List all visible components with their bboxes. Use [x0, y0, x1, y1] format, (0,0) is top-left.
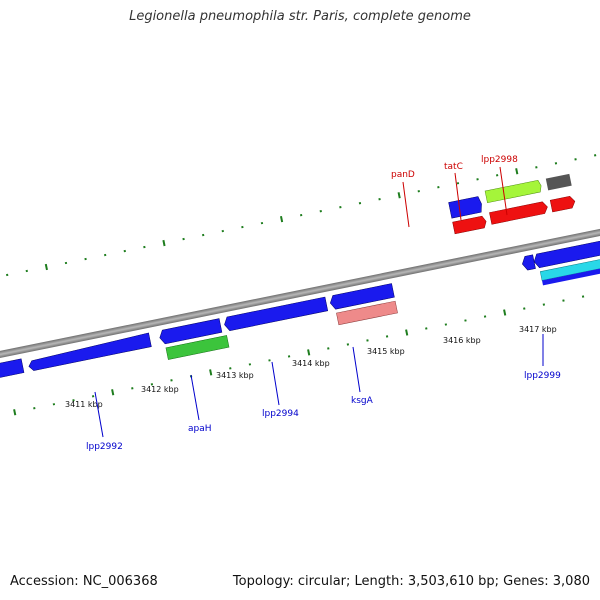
- axis-label: 3411 kbp: [65, 400, 103, 409]
- map-title: Legionella pneumophila str. Paris, compl…: [129, 9, 471, 24]
- axis-label: 3414 kbp: [292, 359, 330, 368]
- gene-lpp2998-cds: [549, 195, 576, 213]
- gene-label-lpp2992: lpp2992: [86, 442, 123, 452]
- forward-gene-labels[interactable]: panD tatC lpp2998: [391, 155, 518, 228]
- accession-text: Accession: NC_006368: [10, 574, 158, 589]
- gene-lpp2999b: [522, 254, 536, 271]
- reverse-gene-labels[interactable]: lpp2992 apaH lpp2994 ksgA lpp2999: [86, 334, 561, 452]
- axis-label: 3416 kbp: [443, 336, 481, 345]
- reverse-genes[interactable]: [0, 234, 600, 397]
- gene-lpp2993: [159, 318, 223, 345]
- gene-label-apaH: apaH: [188, 424, 212, 434]
- gene-label-lpp2999: lpp2999: [524, 371, 561, 381]
- gene-tatC-cds: [489, 201, 548, 225]
- axis-labels: 3411 kbp 3412 kbp 3413 kbp 3414 kbp 3415…: [65, 325, 557, 409]
- gene-panD: [448, 196, 482, 219]
- axis-label: 3415 kbp: [367, 347, 405, 356]
- forward-genes[interactable]: [448, 173, 577, 235]
- reverse-ticks: [13, 295, 585, 416]
- gene-lpp2992: [28, 332, 152, 371]
- genome-summary-text: Topology: circular; Length: 3,503,610 bp…: [232, 574, 590, 589]
- gene-tatC: [484, 179, 542, 204]
- axis-label: 3417 kbp: [519, 325, 557, 334]
- gene-label-ksgA: ksgA: [351, 396, 374, 406]
- axis-label: 3413 kbp: [216, 371, 254, 380]
- gene-lpp2995: [330, 283, 395, 310]
- gene-lpp2998: [545, 173, 572, 191]
- gene-ksgA: [336, 300, 398, 326]
- tick: [6, 154, 597, 277]
- gene-label-lpp2998: lpp2998: [481, 155, 518, 165]
- gene-label-lpp2994: lpp2994: [262, 409, 299, 419]
- gene-lpp2999: [533, 234, 600, 268]
- forward-ticks: [6, 154, 597, 277]
- genome-backbone: [0, 215, 600, 362]
- gene-lpp2994: [224, 296, 329, 331]
- gene-apaH: [165, 335, 230, 360]
- gene-label-panD: panD: [391, 170, 415, 180]
- gene-panD-cds: [452, 215, 487, 235]
- gene-label-tatC: tatC: [444, 162, 463, 172]
- gene-lpp2999-rna-base: [542, 260, 600, 286]
- gene-lpp2991: [0, 358, 25, 379]
- axis-label: 3412 kbp: [141, 385, 179, 394]
